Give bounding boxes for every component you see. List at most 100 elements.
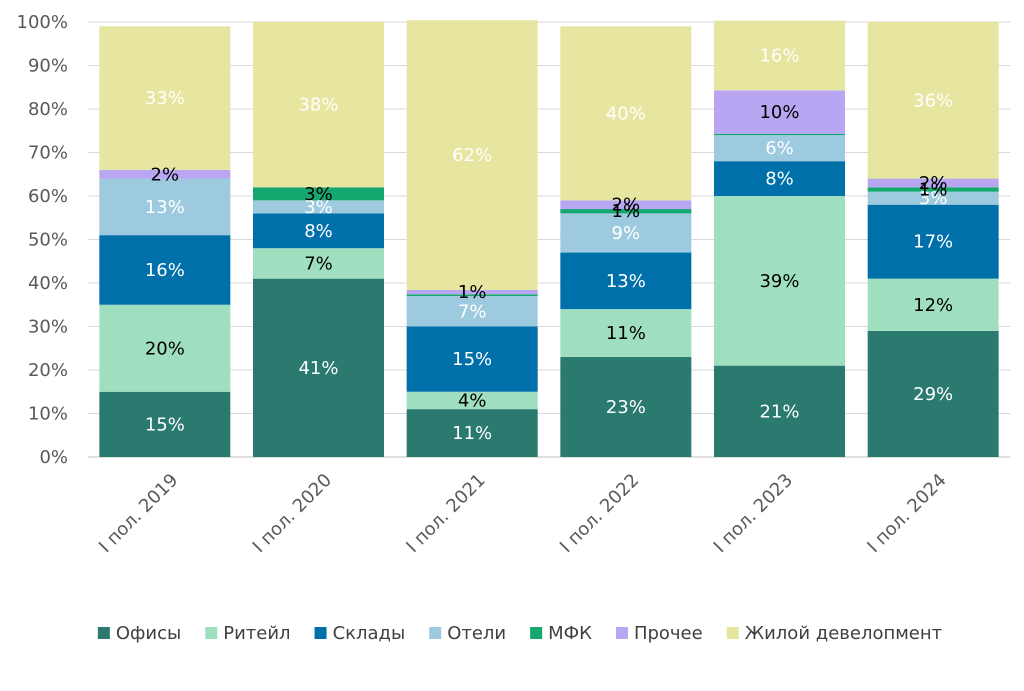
bar-segment bbox=[867, 330, 999, 457]
legend-label: Офисы bbox=[116, 623, 181, 644]
y-tick-label: 40% bbox=[28, 273, 68, 294]
data-label: 2% bbox=[151, 164, 180, 185]
legend-item: Ритейл bbox=[205, 623, 291, 644]
y-tick-label: 70% bbox=[28, 143, 68, 164]
bar-segment bbox=[99, 391, 231, 457]
x-tick-label: I пол. 2024 bbox=[863, 470, 950, 557]
gridlines bbox=[88, 21, 1010, 458]
bar-segment bbox=[253, 187, 384, 201]
data-label: 33% bbox=[145, 88, 185, 109]
legend-swatch bbox=[205, 627, 218, 639]
bar-segment bbox=[406, 296, 538, 327]
bar-segment bbox=[560, 213, 692, 253]
bar-segment bbox=[867, 204, 999, 279]
data-label: 40% bbox=[606, 103, 646, 124]
bar-segment bbox=[560, 309, 692, 357]
data-label: 3% bbox=[919, 188, 948, 209]
y-tick-label: 60% bbox=[28, 186, 68, 207]
data-label: 12% bbox=[913, 295, 953, 316]
data-label: 3% bbox=[304, 197, 333, 218]
legend-label: Жилой девелопмент bbox=[745, 623, 942, 644]
data-label: 29% bbox=[913, 384, 953, 405]
bar-segment bbox=[253, 22, 384, 188]
bar-segment bbox=[714, 133, 845, 136]
y-axis: 0% 10% 20% 30% 40% 50% 60% 70% 80% 90% 100% bbox=[17, 12, 68, 468]
data-label: 21% bbox=[759, 401, 799, 422]
data-label: 8% bbox=[765, 169, 794, 190]
legend-swatch bbox=[97, 627, 110, 639]
legend-item: Офисы bbox=[97, 623, 181, 644]
data-label: 9% bbox=[612, 223, 641, 244]
data-label: 4% bbox=[458, 390, 487, 411]
x-tick-label: I пол. 2020 bbox=[249, 470, 336, 557]
data-label: 3% bbox=[304, 184, 333, 205]
data-label: 23% bbox=[606, 397, 646, 418]
x-axis: I пол. 2019 I пол. 2020 I пол. 2021 I пол. … bbox=[95, 470, 951, 557]
data-label: 6% bbox=[765, 138, 794, 159]
data-label: 7% bbox=[458, 301, 487, 322]
data-label: 39% bbox=[759, 271, 799, 292]
data-label: 2% bbox=[919, 173, 948, 194]
bar-segment bbox=[867, 187, 999, 192]
bar-segment bbox=[714, 196, 845, 366]
legend-swatch bbox=[726, 627, 739, 639]
bar-segment bbox=[560, 200, 692, 210]
data-label: 41% bbox=[298, 358, 338, 379]
bar-segment bbox=[99, 26, 231, 170]
bar-segment bbox=[867, 178, 999, 188]
data-label: 7% bbox=[304, 253, 333, 274]
y-tick-label: 90% bbox=[28, 56, 68, 77]
legend-label: Отели bbox=[447, 623, 506, 644]
legend-swatch bbox=[429, 627, 442, 639]
bar-segment bbox=[714, 135, 845, 162]
data-label: 1% bbox=[612, 201, 641, 222]
legend-label: Прочее bbox=[634, 623, 703, 644]
bar-segment bbox=[714, 161, 845, 196]
legend-label: МФК bbox=[548, 623, 592, 644]
data-label: 17% bbox=[913, 232, 953, 253]
y-tick-label: 0% bbox=[39, 447, 68, 468]
data-label: 10% bbox=[759, 102, 799, 123]
x-tick-label: I пол. 2022 bbox=[556, 470, 643, 557]
legend-item: Прочее bbox=[615, 623, 703, 644]
bar-segment bbox=[253, 213, 384, 249]
x-tick-label: I пол. 2019 bbox=[95, 470, 182, 557]
legend-label: Ритейл bbox=[223, 623, 290, 644]
legend: Офисы Ритейл Склады Отели МФК Прочее Жилой дев… bbox=[97, 623, 942, 644]
y-tick-label: 80% bbox=[28, 99, 68, 120]
legend-item: Жилой девелопмент bbox=[726, 623, 942, 644]
bar-segment bbox=[560, 26, 692, 201]
segment-labels: 15%20%16%13%2%33%41%7%8%3%3%38%11%4%15%7… bbox=[145, 45, 953, 444]
bar-segment bbox=[560, 252, 692, 310]
bar-segment bbox=[406, 391, 538, 410]
legend-swatch bbox=[530, 627, 543, 639]
data-label: 16% bbox=[759, 45, 799, 66]
data-label: 8% bbox=[304, 221, 333, 242]
legend-swatch bbox=[615, 627, 628, 639]
data-label: 1% bbox=[458, 282, 487, 303]
data-label: 1% bbox=[919, 179, 948, 200]
bar-segment bbox=[714, 20, 845, 91]
bar-segment bbox=[560, 209, 692, 214]
bar-segment bbox=[406, 326, 538, 392]
data-label: 62% bbox=[452, 145, 492, 166]
bar-segment bbox=[867, 22, 999, 179]
y-tick-label: 50% bbox=[28, 230, 68, 251]
bar-segment bbox=[406, 294, 538, 297]
legend-item: Склады bbox=[314, 623, 405, 644]
bar-segment bbox=[867, 191, 999, 205]
data-label: 13% bbox=[606, 271, 646, 292]
data-label: 13% bbox=[145, 197, 185, 218]
y-tick-label: 10% bbox=[28, 404, 68, 425]
data-label: 36% bbox=[913, 90, 953, 111]
bar-segment bbox=[99, 178, 231, 236]
bar-segment bbox=[253, 278, 384, 457]
bar-segment bbox=[99, 235, 231, 305]
x-tick-label: I пол. 2021 bbox=[402, 470, 489, 557]
bar-segment bbox=[406, 289, 538, 295]
y-tick-label: 20% bbox=[28, 360, 68, 381]
data-label: 11% bbox=[452, 423, 492, 444]
bar-segment bbox=[406, 409, 538, 457]
data-label: 2% bbox=[612, 195, 641, 216]
